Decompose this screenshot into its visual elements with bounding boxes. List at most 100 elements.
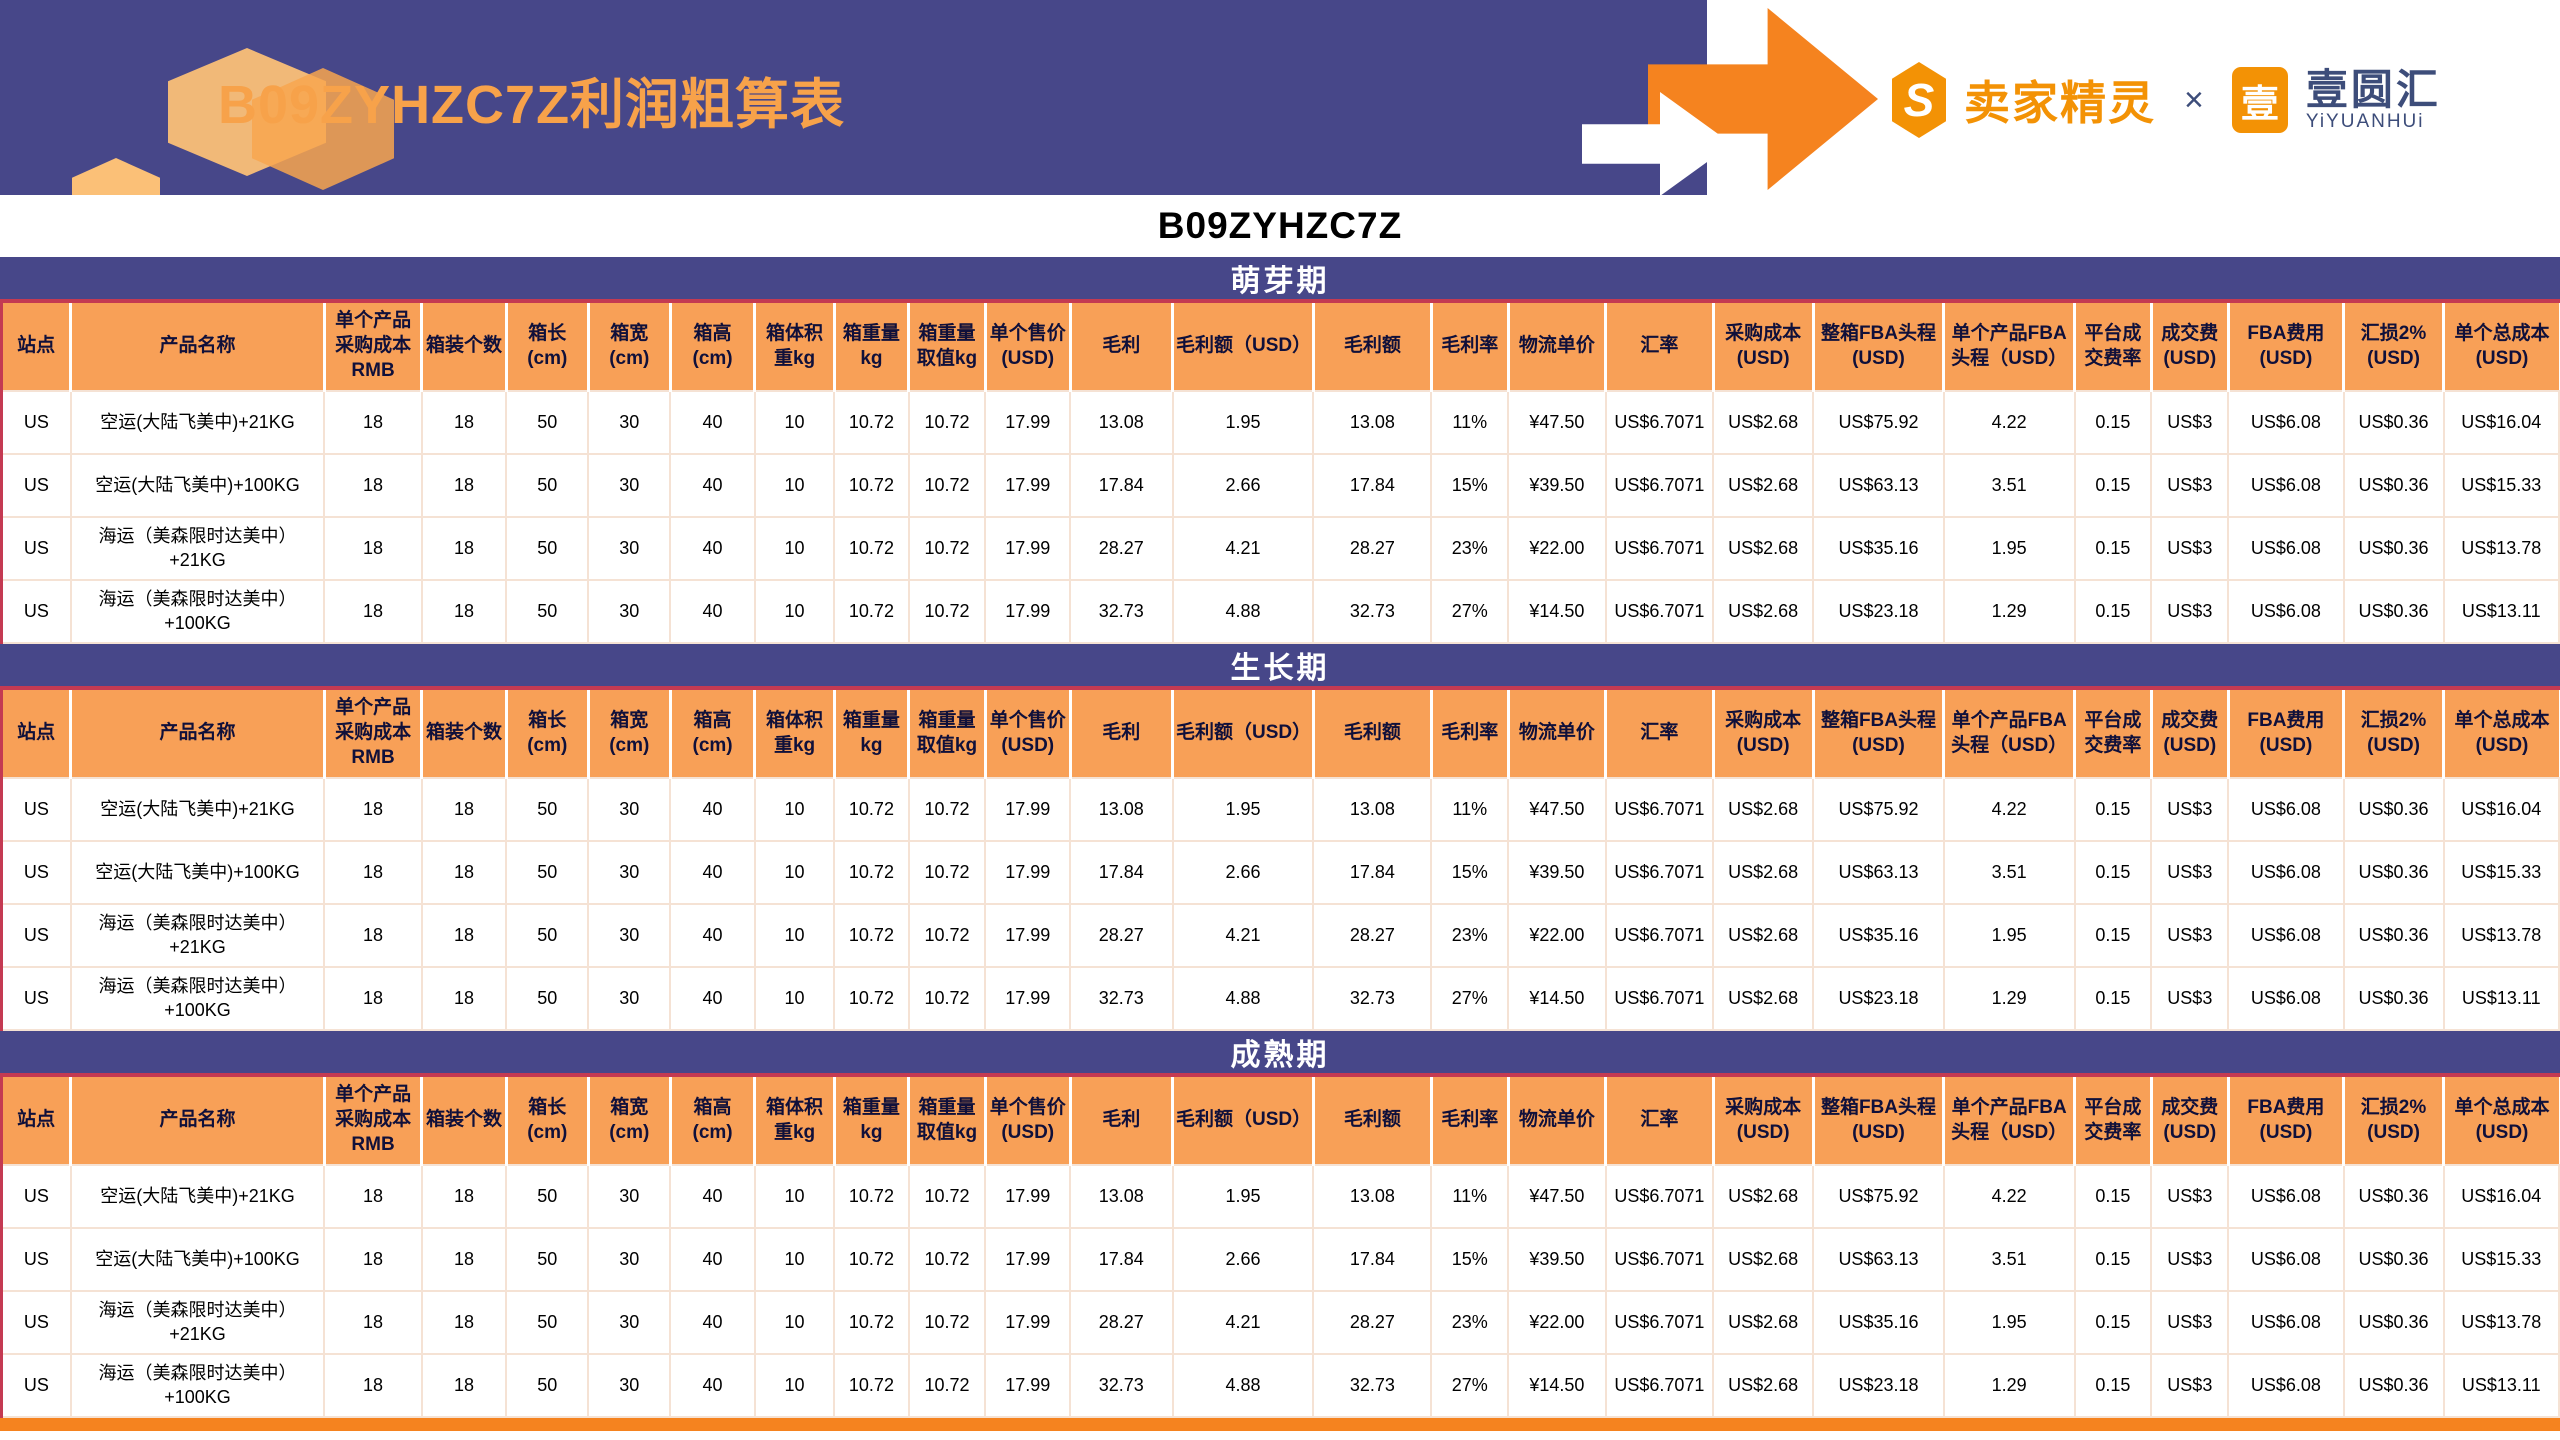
table-cell[interactable]: US$13.11 [2442, 579, 2560, 644]
table-cell[interactable]: 40 [669, 1164, 756, 1229]
column-header[interactable]: FBA费用(USD) [2226, 303, 2346, 391]
table-cell[interactable]: 海运（美森限时达美中）+21KG [69, 903, 326, 968]
table-cell[interactable]: 40 [669, 777, 756, 842]
table-cell[interactable]: 10 [753, 579, 836, 644]
table-cell[interactable]: 18 [420, 516, 508, 581]
table-cell[interactable]: 空运(大陆飞美中)+21KG [69, 390, 326, 455]
table-cell[interactable]: US [0, 1353, 72, 1418]
table-cell[interactable]: 50 [505, 903, 590, 968]
column-header[interactable]: 成交费(USD) [2149, 690, 2230, 778]
table-cell[interactable]: 10.72 [833, 1164, 910, 1229]
table-cell[interactable]: 18 [420, 840, 508, 905]
table-cell[interactable]: US [0, 579, 72, 644]
table-cell[interactable]: 50 [505, 1164, 590, 1229]
table-cell[interactable]: US$3 [2150, 1164, 2230, 1229]
column-header[interactable]: 产品名称 [69, 1077, 326, 1165]
column-header[interactable]: 箱装个数 [420, 1077, 508, 1165]
column-header[interactable]: 产品名称 [69, 690, 326, 778]
table-cell[interactable]: 空运(大陆飞美中)+100KG [69, 453, 326, 518]
table-cell[interactable]: 0.15 [2073, 1290, 2153, 1355]
table-cell[interactable]: 18 [323, 1227, 423, 1292]
table-cell[interactable]: US$3 [2150, 1353, 2230, 1418]
table-cell[interactable]: US [0, 1164, 72, 1229]
table-cell[interactable]: 4.21 [1171, 516, 1315, 581]
table-cell[interactable]: 10 [753, 966, 836, 1031]
table-cell[interactable]: 10 [753, 777, 836, 842]
table-cell[interactable]: US$6.08 [2227, 903, 2345, 968]
column-header[interactable]: FBA费用(USD) [2226, 1077, 2346, 1165]
table-cell[interactable]: 2.66 [1171, 1227, 1315, 1292]
table-cell[interactable]: 27% [1430, 966, 1510, 1031]
table-cell[interactable]: US$3 [2150, 840, 2230, 905]
table-cell[interactable]: 海运（美森限时达美中）+100KG [69, 579, 326, 644]
table-cell[interactable]: 18 [323, 777, 423, 842]
table-cell[interactable]: 40 [669, 903, 756, 968]
table-cell[interactable]: US$2.68 [1712, 1227, 1815, 1292]
table-cell[interactable]: US$3 [2150, 966, 2230, 1031]
table-cell[interactable]: US$6.7071 [1604, 1290, 1715, 1355]
table-cell[interactable]: US$15.33 [2442, 840, 2560, 905]
table-cell[interactable]: US [0, 390, 72, 455]
table-cell[interactable]: 11% [1430, 1164, 1510, 1229]
table-cell[interactable]: 17.99 [984, 1164, 1072, 1229]
column-header[interactable]: 箱宽(cm) [586, 690, 672, 778]
table-cell[interactable]: US$63.13 [1812, 840, 1945, 905]
table-cell[interactable]: 10 [753, 1290, 836, 1355]
table-cell[interactable]: US$0.36 [2342, 453, 2445, 518]
table-cell[interactable]: US$6.08 [2227, 1353, 2345, 1418]
table-cell[interactable]: 0.15 [2073, 1353, 2153, 1418]
table-cell[interactable]: 0.15 [2073, 840, 2153, 905]
column-header[interactable]: 毛利额 [1311, 1077, 1433, 1165]
table-cell[interactable]: 10.72 [907, 1353, 987, 1418]
table-cell[interactable]: 50 [505, 1290, 590, 1355]
table-cell[interactable]: 30 [587, 516, 672, 581]
table-cell[interactable]: US$13.78 [2442, 1290, 2560, 1355]
table-cell[interactable]: 40 [669, 516, 756, 581]
column-header[interactable]: 箱重量kg [832, 1077, 911, 1165]
table-cell[interactable]: US$6.7071 [1604, 777, 1715, 842]
table-cell[interactable]: ¥47.50 [1507, 1164, 1607, 1229]
table-cell[interactable]: US$2.68 [1712, 1353, 1815, 1418]
table-cell[interactable]: 17.84 [1069, 453, 1174, 518]
table-cell[interactable]: 17.99 [984, 1353, 1072, 1418]
table-cell[interactable]: 10.72 [907, 966, 987, 1031]
table-cell[interactable]: US$2.68 [1712, 1290, 1815, 1355]
table-cell[interactable]: 1.95 [1942, 516, 2076, 581]
column-header[interactable]: 成交费(USD) [2149, 1077, 2230, 1165]
table-cell[interactable]: 30 [587, 966, 672, 1031]
table-cell[interactable]: 30 [587, 579, 672, 644]
table-cell[interactable]: 40 [669, 1290, 756, 1355]
table-cell[interactable]: 23% [1430, 516, 1510, 581]
table-cell[interactable]: 1.29 [1942, 1353, 2076, 1418]
table-cell[interactable]: 10.72 [907, 1164, 987, 1229]
table-cell[interactable]: 27% [1430, 1353, 1510, 1418]
table-cell[interactable]: US$6.7071 [1604, 903, 1715, 968]
table-cell[interactable]: US$0.36 [2342, 390, 2445, 455]
table-cell[interactable]: US$6.08 [2227, 840, 2345, 905]
column-header[interactable]: 箱体积重kg [753, 690, 836, 778]
table-cell[interactable]: 10.72 [833, 390, 910, 455]
table-cell[interactable]: US$23.18 [1812, 1353, 1945, 1418]
table-cell[interactable]: US$6.7071 [1604, 453, 1715, 518]
table-cell[interactable]: 32.73 [1069, 966, 1174, 1031]
table-cell[interactable]: 10 [753, 903, 836, 968]
table-cell[interactable]: 40 [669, 579, 756, 644]
table-cell[interactable]: US$0.36 [2342, 1164, 2445, 1229]
table-cell[interactable]: 10.72 [833, 516, 910, 581]
table-cell[interactable]: 空运(大陆飞美中)+100KG [69, 840, 326, 905]
table-cell[interactable]: 17.84 [1069, 840, 1174, 905]
table-cell[interactable]: US$16.04 [2442, 1164, 2560, 1229]
table-cell[interactable]: 2.66 [1171, 453, 1315, 518]
table-cell[interactable]: US$16.04 [2442, 390, 2560, 455]
table-cell[interactable]: 32.73 [1312, 1353, 1433, 1418]
column-header[interactable]: 单个售价(USD) [983, 690, 1072, 778]
table-cell[interactable]: US$6.08 [2227, 966, 2345, 1031]
column-header[interactable]: 箱体积重kg [753, 303, 836, 391]
table-cell[interactable]: 18 [323, 966, 423, 1031]
table-cell[interactable]: US$2.68 [1712, 966, 1815, 1031]
table-cell[interactable]: 10 [753, 453, 836, 518]
column-header[interactable]: 平台成交费率 [2073, 690, 2153, 778]
column-header[interactable]: 毛利 [1068, 303, 1175, 391]
table-cell[interactable]: US$3 [2150, 777, 2230, 842]
table-cell[interactable]: 13.08 [1312, 1164, 1433, 1229]
